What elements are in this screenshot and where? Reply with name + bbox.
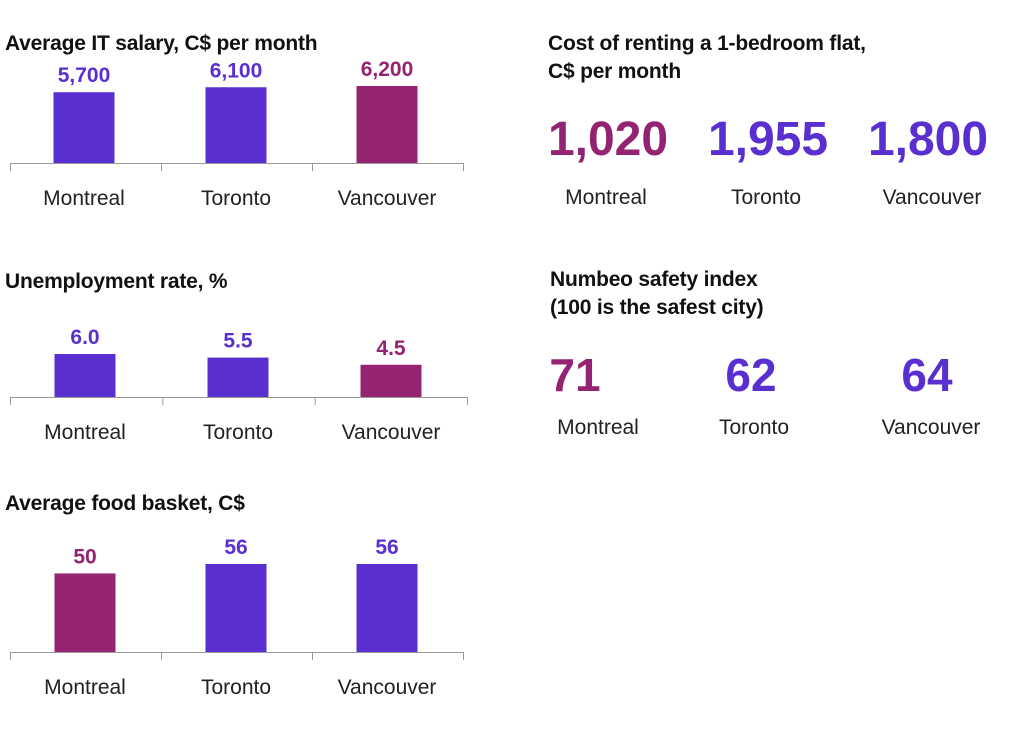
safety-title-line2: (100 is the safest city) [550,296,764,319]
salary-bar-chart: 5,700 Montreal 6,100 Toronto 6,200 Vancouver [10,58,464,210]
food-category-label-toronto: Toronto [201,676,271,699]
rent-label-toronto: Toronto [730,186,802,209]
food-bar-vancouver [356,564,418,652]
safety-value-vancouver: 64 [901,349,953,401]
safety-value-toronto: 62 [725,349,777,401]
salary-value-label-montreal: 5,700 [58,64,111,87]
food-category-label-vancouver: Vancouver [338,676,437,699]
unemployment-value-label-toronto: 5.5 [223,330,253,353]
food-value-label-vancouver: 56 [375,536,398,559]
salary-bar-toronto [205,87,267,163]
rent-label-montreal: Montreal [565,186,647,209]
unemployment-category-label-vancouver: Vancouver [342,421,441,444]
food-value-label-montreal: 50 [73,545,96,568]
rent-label-vancouver: Vancouver [882,186,982,209]
unemployment-bar-montreal [54,354,116,397]
food-basket-bar-chart: 50 Montreal 56 Toronto 56 Vancouver [10,536,464,699]
safety-value-montreal: 71 [549,349,601,401]
food-value-label-toronto: 56 [224,536,247,559]
safety-label-toronto: Toronto [718,416,790,439]
food-category-label-montreal: Montreal [44,676,126,699]
food-chart-title: Average food basket, C$ [5,492,245,515]
salary-value-label-toronto: 6,100 [210,59,263,82]
rent-title: Cost of renting a 1-bedroom flat, C$ per… [548,30,866,86]
salary-category-label-toronto: Toronto [201,187,271,210]
food-bar-toronto [205,564,267,652]
unemployment-chart-title: Unemployment rate, % [5,270,228,293]
salary-chart-title: Average IT salary, C$ per month [5,32,318,55]
safety-label-vancouver: Vancouver [881,416,981,439]
unemployment-value-label-montreal: 6.0 [70,326,99,349]
rent-value-montreal: 1,020 [547,113,669,166]
safety-title-line1: Numbeo safety index [550,268,758,291]
unemployment-category-label-montreal: Montreal [44,421,126,444]
rent-value-toronto: 1,955 [707,113,829,166]
unemployment-value-label-vancouver: 4.5 [376,337,406,360]
salary-bar-montreal [53,92,115,163]
salary-category-label-montreal: Montreal [43,187,125,210]
rent-title-line1: Cost of renting a 1-bedroom flat, [548,32,866,55]
unemployment-bar-vancouver [360,364,422,397]
safety-title: Numbeo safety index (100 is the safest c… [550,266,764,322]
unemployment-bar-chart: 6.0 Montreal 5.5 Toronto 4.5 Vancouver [10,326,468,444]
rent-title-line2: C$ per month [548,60,681,83]
salary-bar-vancouver [356,86,418,163]
safety-label-montreal: Montreal [557,416,639,439]
salary-category-label-vancouver: Vancouver [338,187,437,210]
unemployment-category-label-toronto: Toronto [203,421,273,444]
food-bar-montreal [54,573,116,652]
unemployment-bar-toronto [207,357,269,397]
rent-value-vancouver: 1,800 [867,113,989,166]
salary-value-label-vancouver: 6,200 [361,58,414,81]
